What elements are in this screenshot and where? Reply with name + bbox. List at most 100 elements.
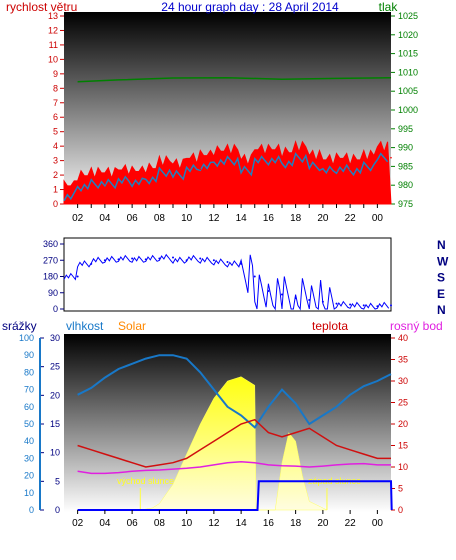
humidity-y-tick-label: 80 <box>24 367 34 377</box>
bottom-x-tick-label: 00 <box>372 518 384 529</box>
wind-speed-point <box>226 161 229 163</box>
direction-point <box>349 303 352 306</box>
humidity-label: vlhkost <box>66 319 104 333</box>
wind-speed-point <box>199 168 202 171</box>
wind-speed-label: rychlost větru <box>6 0 77 14</box>
temperature-y-tick-label: 35 <box>398 355 408 365</box>
bottom-x-tick-label: 20 <box>317 518 329 529</box>
bottom-x-tick-label: 12 <box>208 518 220 529</box>
compass-label: W <box>437 254 449 268</box>
wind-y-tick-label: 3 <box>53 156 58 166</box>
wind-speed-point <box>308 156 311 159</box>
rain-y-tick-label: 25 <box>50 362 60 372</box>
direction-point <box>321 300 324 303</box>
wind-y-tick-label: 5 <box>53 127 58 137</box>
temperature-y-tick-label: 0 <box>398 505 403 515</box>
wind-x-tick-label: 20 <box>317 213 329 224</box>
bottom-x-tick-label: 16 <box>263 518 275 529</box>
rain-y-tick-label: 15 <box>50 419 60 429</box>
humidity-y-tick-label: 40 <box>24 436 34 446</box>
wind-x-tick-label: 06 <box>127 213 139 224</box>
bottom-x-tick-label: 06 <box>127 518 139 529</box>
direction-point <box>226 261 229 264</box>
humidity-y-tick-label: 30 <box>24 453 34 463</box>
humidity-y-tick-label: 60 <box>24 402 34 412</box>
direction-point <box>103 259 106 262</box>
wind-speed-point <box>117 182 120 185</box>
wind-y-tick-label: 2 <box>53 170 58 180</box>
humidity-line <box>77 354 392 429</box>
wind-x-tick-label: 02 <box>72 213 84 224</box>
wind-speed-point <box>90 185 93 188</box>
pressure-y-tick-label: 990 <box>398 143 413 153</box>
humidity-y-tick-label: 50 <box>24 419 34 429</box>
wind-speed-point <box>253 169 256 172</box>
rain-y-tick-label: 5 <box>55 476 60 486</box>
wind-x-tick-label: 08 <box>154 213 166 224</box>
rain-label: srážky <box>2 319 37 333</box>
direction-point <box>117 258 120 261</box>
wind-speed-point <box>281 159 283 162</box>
bottom-x-tick-label: 02 <box>72 518 84 529</box>
pressure-y-tick-label: 975 <box>398 199 413 209</box>
temperature-y-tick-label: 20 <box>398 419 408 429</box>
direction-point <box>390 304 392 307</box>
wind-speed-point <box>144 181 147 184</box>
wind-x-tick-label: 00 <box>372 213 384 224</box>
direction-point <box>308 298 311 301</box>
direction-point <box>172 256 174 259</box>
direction-y-tick-label: 270 <box>43 255 58 265</box>
solar-label: Solar <box>118 319 146 333</box>
compass-label: S <box>437 271 445 285</box>
bottom-x-tick-label: 14 <box>236 518 248 529</box>
dew-point-label: rosný bod <box>390 319 443 333</box>
pressure-y-tick-label: 1020 <box>398 30 418 40</box>
wind-speed-point <box>213 165 215 168</box>
bottom-x-tick-label: 18 <box>290 518 302 529</box>
bottom-x-tick-label: 04 <box>99 518 111 529</box>
humidity-y-tick-label: 0 <box>29 505 34 515</box>
wind-speed-point <box>322 165 324 168</box>
direction-point <box>199 257 202 260</box>
compass-label: N <box>437 238 446 252</box>
wind-speed-point <box>390 156 392 159</box>
wind-speed-point <box>76 195 79 198</box>
direction-point <box>335 302 338 305</box>
humidity-y-tick-label: 90 <box>24 350 34 360</box>
pressure-y-tick-label: 1025 <box>398 11 418 21</box>
rain-y-tick-label: 30 <box>50 333 60 343</box>
direction-point <box>294 297 297 300</box>
wind-y-tick-label: 6 <box>53 112 58 122</box>
wind-y-tick-label: 0 <box>53 199 58 209</box>
wind-speed-point <box>362 169 365 172</box>
pressure-y-tick-label: 1010 <box>398 67 418 77</box>
dew-point-line <box>77 461 391 475</box>
temperature-label: teplota <box>312 319 348 333</box>
temperature-y-tick-label: 40 <box>398 333 408 343</box>
wind-x-tick-label: 18 <box>290 213 302 224</box>
wind-y-tick-label: 1 <box>53 185 58 195</box>
pressure-y-tick-label: 1000 <box>398 105 418 115</box>
wind-speed-point <box>185 174 188 176</box>
wind-speed-point <box>172 171 174 173</box>
wind-speed-point <box>158 178 161 181</box>
temperature-y-tick-label: 25 <box>398 398 408 408</box>
wind-speed-point <box>376 165 379 168</box>
humidity-y-tick-label: 70 <box>24 385 34 395</box>
wind-y-tick-label: 8 <box>53 83 58 93</box>
direction-point <box>253 275 256 278</box>
direction-point <box>131 257 134 260</box>
bottom-x-tick-label: 10 <box>181 518 193 529</box>
wind-y-tick-label: 11 <box>49 40 58 50</box>
direction-point <box>144 258 147 261</box>
wind-y-tick-label: 13 <box>48 11 58 21</box>
temperature-y-tick-label: 15 <box>398 441 408 451</box>
direction-point <box>185 259 188 262</box>
direction-point <box>267 289 270 292</box>
solar-area <box>140 376 328 511</box>
direction-point <box>376 305 379 308</box>
temperature-line <box>77 418 391 468</box>
bottom-x-tick-label: 08 <box>154 518 166 529</box>
